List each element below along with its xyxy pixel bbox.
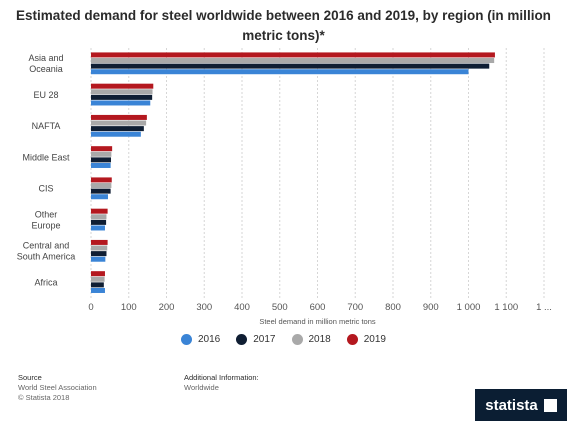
category-label: Oceania	[29, 64, 63, 74]
bar-2018	[91, 89, 153, 95]
bar-2019	[91, 208, 108, 214]
x-tick-label: 400	[234, 302, 250, 313]
bar-2016	[91, 194, 108, 200]
legend-dot-icon	[181, 334, 192, 345]
legend-item-2017[interactable]: 2017	[236, 334, 276, 345]
bar-2016	[91, 287, 105, 293]
bar-2019	[91, 239, 108, 245]
x-axis-label: Steel demand in million metric tons	[259, 317, 376, 326]
category-label: Other	[35, 209, 58, 219]
statista-logo[interactable]: statista	[475, 389, 567, 421]
legend-label: 2017	[253, 334, 276, 345]
bar-2018	[91, 214, 107, 220]
bar-2017	[91, 94, 153, 100]
legend-label: 2016	[198, 334, 221, 345]
category-label: Europe	[31, 220, 60, 230]
bar-2016	[91, 100, 151, 106]
bar-2018	[91, 120, 147, 126]
additional-info-label: Additional Information:	[184, 373, 259, 382]
bar-2019	[91, 114, 147, 120]
bar-2018	[91, 245, 108, 251]
x-tick-label: 500	[272, 302, 288, 313]
bar-2017	[91, 188, 111, 194]
x-tick-label: 1 000	[457, 302, 481, 313]
bar-2019	[91, 52, 495, 58]
x-tick-label: 0	[88, 302, 93, 313]
category-label: EU 28	[33, 90, 58, 100]
bar-2016	[91, 162, 111, 168]
bar-2019	[91, 177, 112, 183]
additional-info-line-1: Worldwide	[184, 383, 219, 392]
x-tick-label: 600	[310, 302, 326, 313]
bar-2017	[91, 126, 144, 132]
legend-dot-icon	[291, 334, 303, 345]
source-line-2: © Statista 2018	[18, 393, 70, 402]
category-label: Asia and	[28, 53, 63, 63]
brand-name: statista	[485, 396, 538, 414]
bar-2016	[91, 131, 141, 137]
chart-title: Estimated demand for steel worldwide bet…	[16, 8, 551, 43]
category-label: NAFTA	[32, 121, 61, 131]
x-tick-label: 900	[423, 302, 439, 313]
bar-2018	[91, 276, 105, 282]
x-tick-label: 1 100	[494, 302, 518, 313]
bar-2018	[91, 151, 112, 157]
bar-2016	[91, 225, 105, 231]
statista-mark-icon	[543, 398, 557, 412]
legend-dot-icon	[236, 334, 248, 345]
source-block: Source World Steel Association © Statist…	[18, 373, 97, 403]
legend-label: 2019	[363, 334, 386, 345]
bar-2016	[91, 256, 106, 262]
source-label: Source	[18, 373, 42, 382]
legend-label: 2018	[308, 334, 331, 345]
x-tick-label: 1 ...	[536, 302, 552, 313]
additional-info-block: Additional Information: Worldwide	[184, 373, 259, 393]
category-label: Middle East	[22, 152, 70, 162]
x-tick-label: 100	[121, 302, 137, 313]
category-label: CIS	[38, 184, 53, 194]
x-tick-label: 700	[347, 302, 363, 313]
bar-2017	[91, 251, 107, 257]
bar-2017	[91, 282, 104, 288]
bar-2019	[91, 271, 105, 277]
x-tick-label: 800	[385, 302, 401, 313]
legend-item-2019[interactable]: 2019	[346, 334, 386, 345]
bar-2018	[91, 58, 495, 64]
legend-dot-icon	[346, 334, 358, 345]
chart-legend: 2016 2017 2018 2019	[0, 334, 567, 345]
bar-2016	[91, 69, 469, 75]
category-label: Africa	[34, 277, 57, 287]
source-line-1[interactable]: World Steel Association	[18, 383, 97, 392]
x-tick-label: 200	[159, 302, 175, 313]
legend-item-2018[interactable]: 2018	[291, 334, 331, 345]
bar-2018	[91, 183, 112, 189]
bar-2017	[91, 63, 490, 69]
category-label: Central and	[23, 241, 70, 251]
category-label: South America	[17, 252, 76, 262]
bar-2019	[91, 83, 154, 89]
x-tick-label: 300	[196, 302, 212, 313]
legend-item-2016[interactable]: 2016	[181, 334, 220, 345]
bar-2017	[91, 219, 107, 225]
bar-2019	[91, 146, 113, 152]
bar-2017	[91, 157, 112, 163]
